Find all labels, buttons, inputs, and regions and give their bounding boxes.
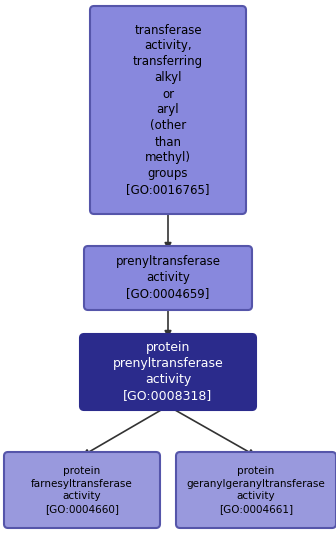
Text: protein
geranylgeranyltransferase
activity
[GO:0004661]: protein geranylgeranyltransferase activi… xyxy=(186,466,325,514)
Text: transferase
activity,
transferring
alkyl
or
aryl
(other
than
methyl)
groups
[GO:: transferase activity, transferring alkyl… xyxy=(126,23,210,196)
FancyBboxPatch shape xyxy=(84,246,252,310)
FancyBboxPatch shape xyxy=(90,6,246,214)
Text: protein
prenyltransferase
activity
[GO:0008318]: protein prenyltransferase activity [GO:0… xyxy=(113,342,223,403)
FancyBboxPatch shape xyxy=(176,452,336,528)
FancyBboxPatch shape xyxy=(80,334,256,410)
Text: prenyltransferase
activity
[GO:0004659]: prenyltransferase activity [GO:0004659] xyxy=(116,256,220,300)
Text: protein
farnesyltransferase
activity
[GO:0004660]: protein farnesyltransferase activity [GO… xyxy=(31,466,133,514)
FancyBboxPatch shape xyxy=(4,452,160,528)
